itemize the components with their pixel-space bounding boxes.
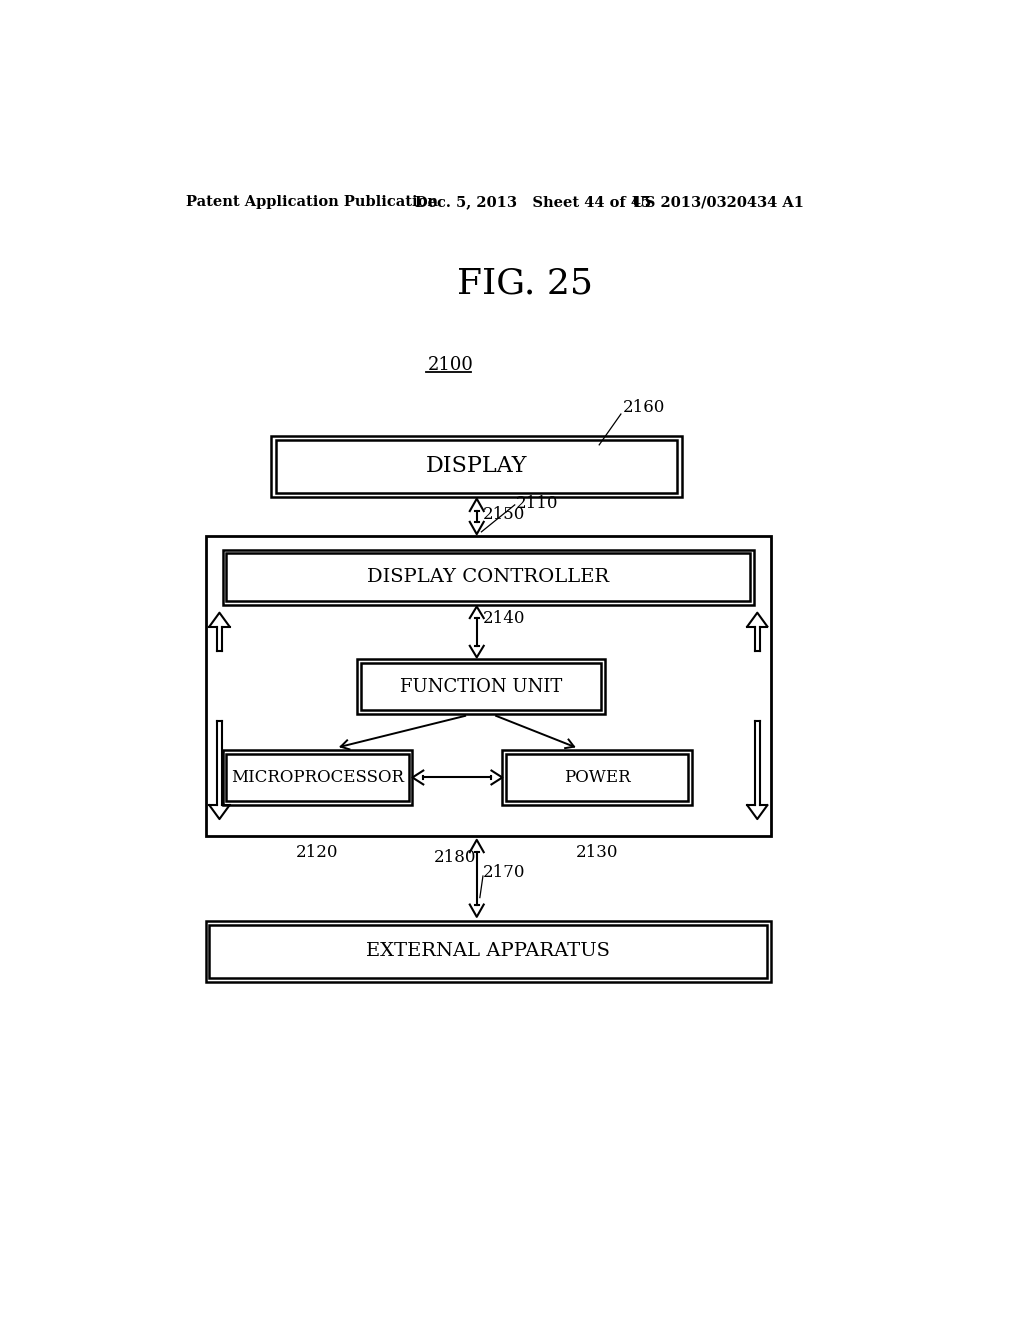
Text: 2150: 2150 [483,506,525,523]
Text: 2130: 2130 [577,843,618,861]
Bar [506,754,688,801]
Text: FIG. 25: FIG. 25 [457,267,593,300]
Text: DISPLAY: DISPLAY [426,455,527,478]
Text: US 2013/0320434 A1: US 2013/0320434 A1 [632,195,804,209]
Bar [276,441,678,492]
Text: 2120: 2120 [296,843,339,861]
Text: 2100: 2100 [428,356,474,374]
Text: EXTERNAL APPARATUS: EXTERNAL APPARATUS [367,942,610,961]
Text: DISPLAY CONTROLLER: DISPLAY CONTROLLER [368,569,609,586]
Bar [222,750,413,805]
Bar [206,536,771,836]
Bar [356,659,604,714]
Bar [222,549,755,605]
Bar [503,750,692,805]
Text: FUNCTION UNIT: FUNCTION UNIT [399,677,562,696]
Text: Dec. 5, 2013   Sheet 44 of 45: Dec. 5, 2013 Sheet 44 of 45 [415,195,651,209]
Text: POWER: POWER [564,770,631,785]
Bar [271,436,682,498]
Bar [360,663,601,710]
Bar [209,924,767,978]
Text: 2180: 2180 [434,849,476,866]
Text: MICROPROCESSOR: MICROPROCESSOR [231,770,404,785]
Bar [226,553,751,601]
Bar [226,754,409,801]
Text: 2170: 2170 [483,865,525,882]
Text: Patent Application Publication: Patent Application Publication [186,195,438,209]
Text: 2110: 2110 [515,495,558,512]
Text: 2140: 2140 [483,610,525,627]
Bar [206,921,771,982]
Text: 2160: 2160 [623,400,665,417]
